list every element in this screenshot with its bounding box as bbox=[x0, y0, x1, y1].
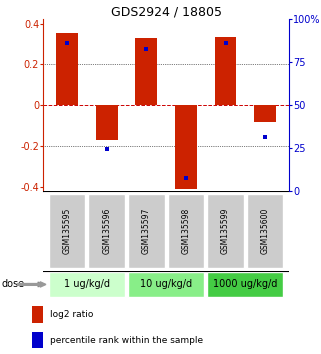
Bar bbox=[215, 38, 237, 105]
Bar bbox=[32, 307, 43, 323]
Text: 10 ug/kg/d: 10 ug/kg/d bbox=[140, 279, 192, 290]
Text: GSM135597: GSM135597 bbox=[142, 208, 151, 254]
Bar bbox=[49, 194, 85, 268]
Bar bbox=[128, 194, 165, 268]
Bar bbox=[56, 33, 78, 105]
Text: 1000 ug/kg/d: 1000 ug/kg/d bbox=[213, 279, 278, 290]
Text: log2 ratio: log2 ratio bbox=[50, 310, 93, 319]
Bar bbox=[96, 105, 117, 139]
Text: GSM135595: GSM135595 bbox=[63, 208, 72, 254]
Bar bbox=[254, 105, 276, 122]
Bar bbox=[175, 105, 197, 189]
Text: GSM135598: GSM135598 bbox=[181, 208, 190, 254]
Bar bbox=[207, 272, 283, 297]
Bar bbox=[49, 272, 125, 297]
Text: dose: dose bbox=[2, 279, 25, 290]
Bar bbox=[128, 272, 204, 297]
Text: GSM135600: GSM135600 bbox=[261, 208, 270, 254]
Text: 1 ug/kg/d: 1 ug/kg/d bbox=[64, 279, 110, 290]
Text: GSM135596: GSM135596 bbox=[102, 208, 111, 254]
Bar bbox=[207, 194, 244, 268]
Bar bbox=[135, 38, 157, 105]
Bar bbox=[89, 194, 125, 268]
Bar bbox=[32, 332, 43, 348]
Text: GSM135599: GSM135599 bbox=[221, 208, 230, 254]
Title: GDS2924 / 18805: GDS2924 / 18805 bbox=[111, 5, 221, 18]
Bar bbox=[168, 194, 204, 268]
Text: percentile rank within the sample: percentile rank within the sample bbox=[50, 336, 203, 344]
Bar bbox=[247, 194, 283, 268]
